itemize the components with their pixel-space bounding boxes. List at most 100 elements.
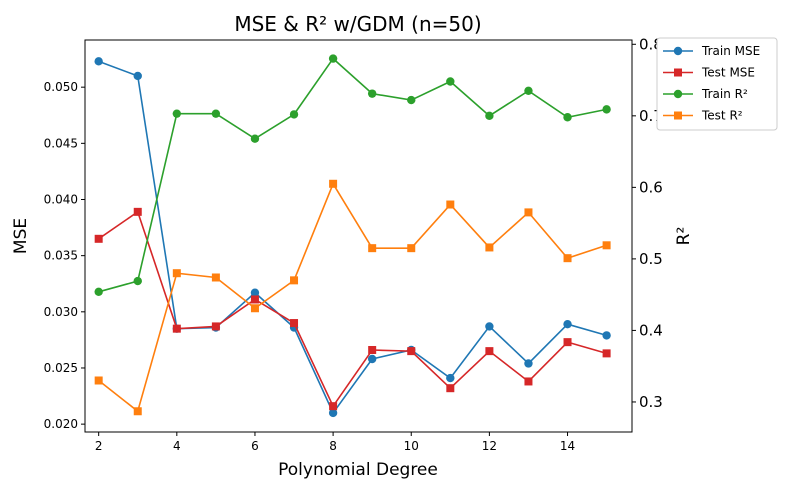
data-point: [602, 241, 611, 250]
legend-marker: [674, 111, 682, 120]
legend-label: Test MSE: [701, 66, 755, 80]
y-tick-label: 0.030: [44, 305, 78, 319]
y-axis-label-right: R²: [674, 227, 694, 246]
legend-label: Test R²: [701, 109, 743, 123]
legend-item: Train MSE: [663, 44, 760, 58]
data-point: [563, 319, 572, 329]
data-point: [524, 377, 533, 386]
y-tick-label: 0.025: [44, 361, 78, 375]
legend-item: Test R²: [663, 109, 743, 123]
series-line: [98, 57, 607, 293]
y-right-tick-label: 0.4: [639, 321, 663, 339]
data-point: [133, 276, 142, 286]
data-point: [524, 208, 533, 217]
data-point: [602, 331, 611, 340]
data-point: [211, 273, 220, 282]
legend-item: Train R²: [663, 87, 748, 101]
x-axis-label: Polynomial Degree: [278, 460, 438, 480]
y-tick-label: 0.040: [44, 192, 78, 206]
data-point: [290, 276, 299, 285]
data-point: [602, 105, 611, 114]
legend-label: Train R²: [701, 87, 748, 101]
data-point: [211, 109, 221, 118]
data-point: [446, 384, 455, 393]
series-0: [94, 57, 611, 418]
data-point: [563, 338, 572, 347]
legend-item: Test MSE: [663, 66, 755, 80]
data-point: [94, 376, 103, 385]
series-1: [94, 207, 611, 411]
data-point: [250, 288, 260, 297]
y-axis-left: 0.020 0.025 0.030 0.035 0.040 0.045 0.050: [44, 80, 85, 431]
y-right-tick-label: 0.3: [639, 393, 663, 411]
data-point: [133, 71, 142, 81]
data-point: [367, 89, 377, 98]
legend-box: [656, 37, 778, 131]
data-point: [172, 324, 181, 333]
data-point: [446, 77, 455, 86]
x-tick-label: 8: [329, 439, 337, 453]
y-right-tick-label: 0.6: [639, 178, 663, 196]
series-3: [94, 179, 611, 416]
y-tick-label: 0.045: [44, 136, 78, 150]
data-point: [485, 111, 494, 121]
legend-marker: [673, 89, 683, 99]
data-point: [524, 86, 533, 95]
data-point: [250, 304, 259, 313]
data-point: [133, 407, 142, 416]
data-point: [485, 347, 494, 356]
data-point: [485, 322, 494, 331]
data-point: [407, 95, 416, 105]
chart-title: MSE & R² w/GDM (n=50): [234, 12, 481, 36]
data-point: [328, 408, 338, 418]
data-point: [211, 322, 220, 331]
legend-label: Train MSE: [701, 44, 760, 58]
data-point: [368, 346, 377, 355]
series-group: [94, 54, 611, 418]
data-point: [367, 354, 377, 364]
legend-marker: [674, 68, 682, 77]
data-point: [94, 57, 103, 66]
data-point: [524, 359, 533, 368]
data-point: [290, 319, 299, 328]
data-point: [485, 243, 494, 252]
data-point: [563, 254, 572, 263]
data-point: [329, 402, 338, 411]
series-line: [98, 210, 607, 408]
x-tick-label: 10: [404, 439, 419, 453]
data-point: [172, 109, 182, 118]
data-point: [329, 179, 338, 188]
y-tick-label: 0.020: [44, 417, 78, 431]
x-tick-label: 14: [560, 439, 575, 453]
legend: Train MSE Test MSE Train R² Test R²: [656, 37, 778, 131]
data-point: [407, 244, 416, 253]
legend-marker: [673, 46, 683, 56]
data-point: [602, 349, 611, 358]
data-point: [446, 373, 455, 383]
data-point: [328, 54, 338, 63]
y-axis-right: 0.30.40.50.60.70.8: [632, 35, 663, 411]
y-axis-label: MSE: [11, 218, 31, 254]
data-point: [94, 234, 103, 243]
x-tick-label: 12: [482, 439, 497, 453]
y-right-tick-label: 0.5: [639, 250, 663, 268]
y-tick-label: 0.035: [44, 249, 78, 263]
data-point: [94, 287, 103, 296]
data-point: [446, 200, 455, 209]
y-tick-label: 0.050: [44, 80, 78, 94]
data-point: [563, 113, 572, 122]
series-2: [94, 54, 611, 296]
data-point: [289, 110, 299, 119]
data-point: [250, 295, 259, 304]
series-line: [98, 182, 607, 413]
plot-area: [84, 39, 633, 433]
x-tick-label: 2: [95, 439, 103, 453]
data-point: [172, 269, 181, 278]
data-point: [407, 347, 416, 356]
data-point: [250, 134, 260, 143]
x-axis: 2 4 6 8 10 12 14: [95, 432, 575, 453]
x-tick-label: 6: [251, 439, 259, 453]
data-point: [368, 244, 377, 253]
data-point: [133, 207, 142, 216]
